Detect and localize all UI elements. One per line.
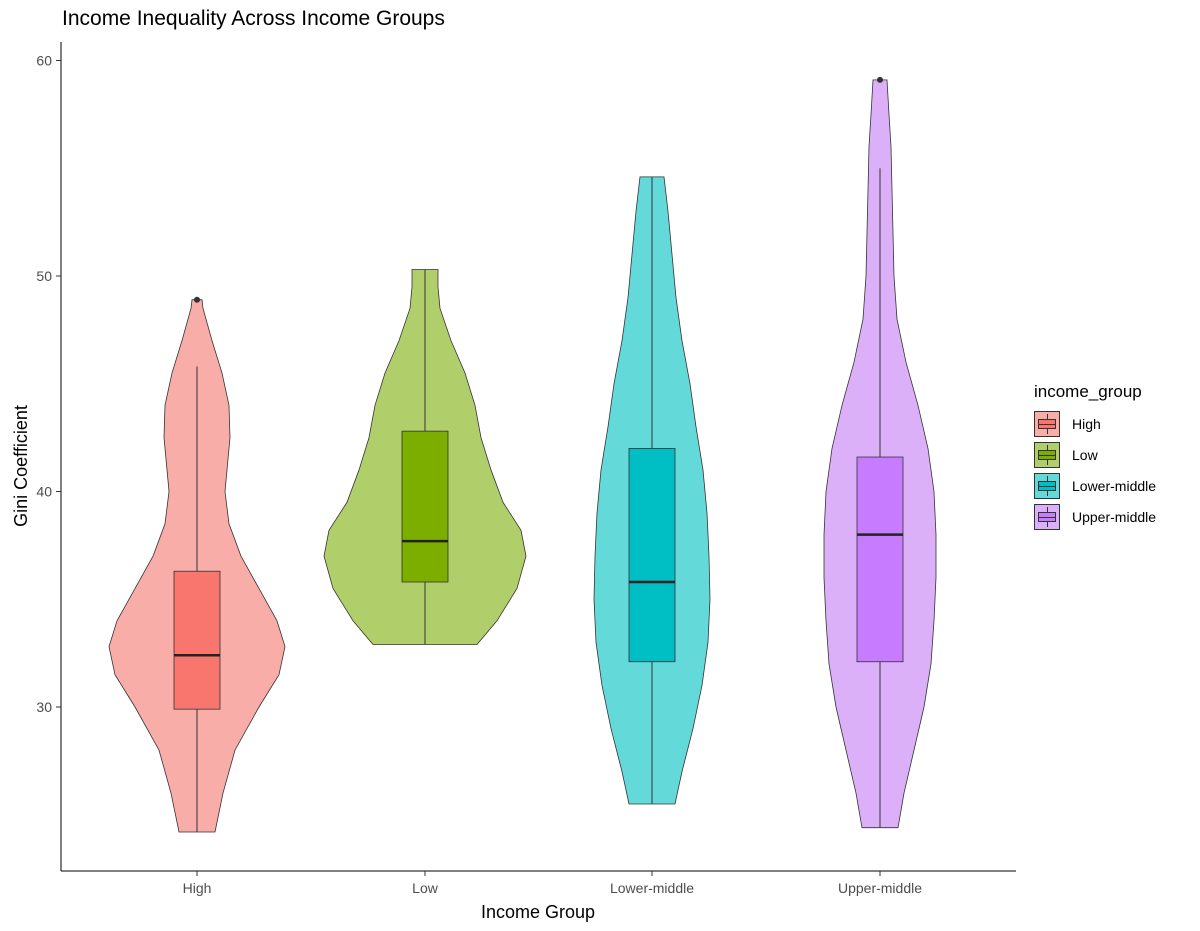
x-tick-label: High xyxy=(183,880,212,896)
outlier-point xyxy=(194,296,200,303)
legend-key-icon xyxy=(1034,410,1060,437)
legend-key-icon xyxy=(1034,441,1060,468)
box-iqr xyxy=(628,447,676,663)
legend-items: High Low Lower-middle Upper-middle xyxy=(1034,408,1156,532)
y-tick-label: 60 xyxy=(36,53,52,69)
legend-key-icon xyxy=(1034,503,1060,530)
axis-ticks: High Low Lower-middle Upper-middle 30 40 50 60 xyxy=(36,53,922,897)
x-tick-label: Low xyxy=(412,880,439,896)
legend-item-low: Low xyxy=(1034,439,1156,470)
box-iqr xyxy=(401,430,449,583)
y-tick-label: 30 xyxy=(36,699,52,715)
box-iqr xyxy=(856,456,904,663)
legend-label: High xyxy=(1072,415,1101,432)
x-tick-label: Upper-middle xyxy=(838,880,922,896)
legend-item-high: High xyxy=(1034,408,1156,439)
legend-key-icon xyxy=(1034,472,1060,499)
violin-low xyxy=(323,269,527,645)
y-axis-title: Gini Coefficient xyxy=(11,405,31,527)
x-tick-label: Lower-middle xyxy=(610,880,694,896)
violin-high xyxy=(108,296,286,833)
legend-label: Lower-middle xyxy=(1072,477,1157,494)
outlier-point xyxy=(877,76,883,83)
legend-label: Upper-middle xyxy=(1072,508,1157,525)
y-tick-label: 40 xyxy=(36,484,52,500)
legend-title: income_group xyxy=(1034,382,1142,401)
plot-area xyxy=(108,76,937,833)
axes xyxy=(60,42,1016,872)
legend-item-upper-middle: Upper-middle xyxy=(1034,501,1156,532)
x-axis-title: Income Group xyxy=(481,902,595,922)
box-iqr xyxy=(173,570,221,710)
y-tick-label: 50 xyxy=(36,268,52,284)
chart-title: Income Inequality Across Income Groups xyxy=(62,7,445,30)
violin-upper-middle xyxy=(823,76,937,829)
violin-lower-middle xyxy=(593,176,711,805)
legend: income_group High Low Lower-middle Upper-mi… xyxy=(1034,382,1156,532)
legend-label: Low xyxy=(1072,446,1098,463)
legend-item-lower-middle: Lower-middle xyxy=(1034,470,1156,501)
